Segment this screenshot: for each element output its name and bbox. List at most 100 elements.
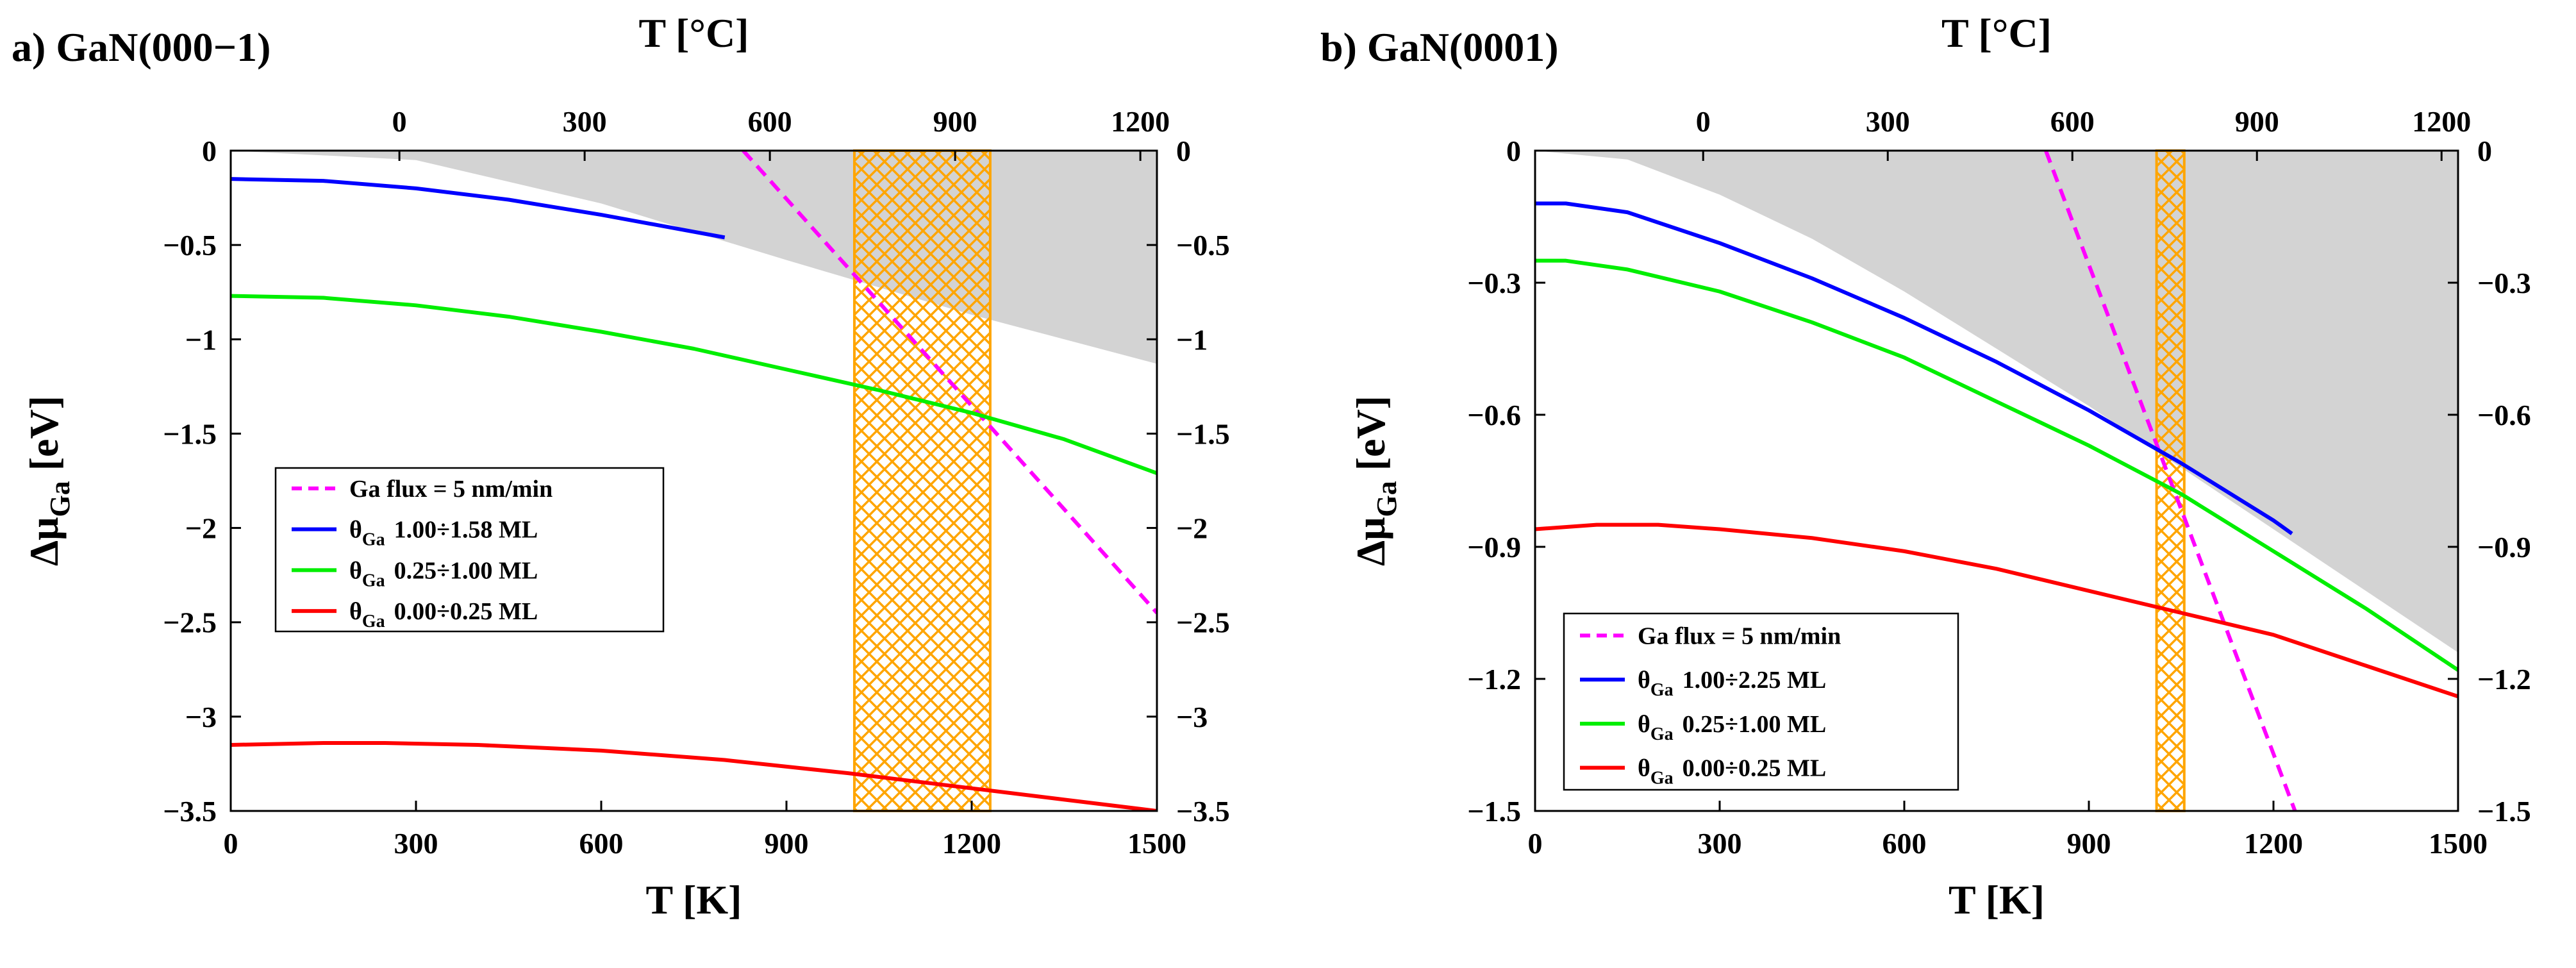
legend-range: 0.00÷0.25 ML xyxy=(394,598,538,625)
x-tick-label: 1200 xyxy=(2244,827,2303,860)
top-tick-label: 0 xyxy=(1696,105,1711,138)
x-tick-label: 1500 xyxy=(2429,827,2488,860)
x-tick-label: 300 xyxy=(1698,827,1742,860)
y-tick-label-right: −1 xyxy=(1176,323,1208,356)
legend-subscript: Ga xyxy=(1650,680,1674,700)
shaded-region xyxy=(1535,151,2458,653)
y-tick-label-left: −2 xyxy=(185,512,217,545)
x-tick-label: 0 xyxy=(1528,827,1543,860)
x-tick-label: 0 xyxy=(224,827,238,860)
y-tick-label-left: 0 xyxy=(202,135,217,167)
y-tick-label-left: −0.6 xyxy=(1467,399,1521,431)
plot-frame xyxy=(229,149,1158,812)
y-tick-label-left: −1.5 xyxy=(163,417,217,450)
legend-subscript: Ga xyxy=(1650,724,1674,744)
shaded-region xyxy=(231,151,1157,364)
legend-label: θGa 0.00÷0.25 ML xyxy=(1638,755,1826,789)
y-axis-title-main: Δμ xyxy=(21,517,67,566)
top-tick-label: 900 xyxy=(933,105,977,138)
x-tick-label: 600 xyxy=(579,827,624,860)
y-tick-label-right: −2.5 xyxy=(1176,606,1230,639)
y-axis-title-unit: [eV] xyxy=(1348,396,1393,481)
top-tick-label: 1200 xyxy=(2412,105,2471,138)
series-line-1 xyxy=(231,177,726,240)
y-axis-title-main: Δμ xyxy=(1348,517,1393,566)
legend-theta: θ xyxy=(349,557,362,584)
series-line-3 xyxy=(231,741,1157,811)
panel-label: b) GaN(0001) xyxy=(1320,24,1559,70)
y-tick-label-right: −0.9 xyxy=(2477,531,2531,563)
y-tick-label-left: −1.2 xyxy=(1467,663,1521,696)
top-tick-label: 0 xyxy=(392,105,407,138)
y-tick-label-right: −3 xyxy=(1176,701,1208,733)
y-tick-label-right: 0 xyxy=(2477,135,2492,167)
x-tick-label: 600 xyxy=(1882,827,1927,860)
legend-label: θGa 1.00÷1.58 ML xyxy=(349,517,538,550)
series-line-2 xyxy=(231,294,1157,476)
y-tick-label-right: −1.5 xyxy=(2477,795,2531,828)
y-axis-title: ΔμGa [eV] xyxy=(21,396,76,566)
legend-label: θGa 1.00÷2.25 ML xyxy=(1638,667,1826,700)
y-tick-label-left: −1 xyxy=(185,323,217,356)
x-tick-label: 900 xyxy=(2067,827,2111,860)
legend-range: 0.25÷1.00 ML xyxy=(1683,711,1827,738)
top-tick-label: 300 xyxy=(1866,105,1910,138)
series-line-3 xyxy=(1535,522,2458,699)
series-line-0 xyxy=(2043,151,2297,811)
legend-label: θGa 0.25÷1.00 ML xyxy=(349,557,538,590)
legend-range: 0.25÷1.00 ML xyxy=(394,557,538,584)
y-tick-label-right: −0.5 xyxy=(1176,229,1230,262)
legend-range: 1.00÷1.58 ML xyxy=(394,517,538,544)
legend-range: 1.00÷2.25 ML xyxy=(1683,667,1827,694)
legend-theta: θ xyxy=(1638,711,1650,738)
x-tick-label: 300 xyxy=(394,827,438,860)
y-tick-label-right: −1.5 xyxy=(1176,417,1230,450)
y-tick-label-right: −3.5 xyxy=(1176,795,1230,828)
panel-label: a) GaN(000−1) xyxy=(12,24,270,70)
legend-name: Ga flux = 5 nm/min xyxy=(1638,622,1841,649)
legend-subscript: Ga xyxy=(362,571,385,590)
y-tick-label-left: −0.5 xyxy=(163,229,217,262)
legend-theta: θ xyxy=(1638,667,1650,694)
top-tick-label: 300 xyxy=(563,105,607,138)
y-tick-label-left: −1.5 xyxy=(1467,795,1521,828)
hatched-band xyxy=(852,149,992,812)
top-tick-label: 600 xyxy=(748,105,792,138)
y-axis-title-sub: Ga xyxy=(44,481,76,517)
legend-theta: θ xyxy=(349,598,362,625)
y-tick-label-right: −0.6 xyxy=(2477,399,2531,431)
series-line-1 xyxy=(1535,201,2293,535)
legend-name: Ga flux = 5 nm/min xyxy=(349,476,553,503)
legend-label: θGa 0.25÷1.00 ML xyxy=(1638,711,1826,744)
legend-theta: θ xyxy=(1638,755,1650,782)
plot-frame xyxy=(1534,149,2459,812)
legend-box xyxy=(274,467,665,633)
x-tick-label: 900 xyxy=(765,827,809,860)
legend-subscript: Ga xyxy=(362,530,385,550)
y-tick-label-left: −2.5 xyxy=(163,606,217,639)
top-tick-label: 900 xyxy=(2235,105,2279,138)
legend-label: θGa 0.00÷0.25 ML xyxy=(349,598,538,631)
legend-subscript: Ga xyxy=(1650,769,1674,789)
y-tick-label-right: 0 xyxy=(1176,135,1191,167)
top-tick-label: 600 xyxy=(2050,105,2095,138)
y-tick-label-left: −0.9 xyxy=(1467,531,1521,563)
x-tick-label: 1500 xyxy=(1127,827,1186,860)
x-tick-label: 1200 xyxy=(942,827,1001,860)
top-tick-label: 1200 xyxy=(1111,105,1170,138)
x-axis-title: T [K] xyxy=(1949,877,2045,922)
legend-label: Ga flux = 5 nm/min xyxy=(349,476,553,503)
legend-box xyxy=(1563,612,1959,791)
y-tick-label-right: −1.2 xyxy=(2477,663,2531,696)
y-tick-label-right: −2 xyxy=(1176,512,1208,545)
top-axis-title: T [°C] xyxy=(1941,10,2052,56)
y-tick-label-left: −3 xyxy=(185,701,217,733)
y-tick-label-right: −0.3 xyxy=(2477,267,2531,299)
y-tick-label-left: −3.5 xyxy=(163,795,217,828)
y-axis-title: ΔμGa [eV] xyxy=(1348,396,1402,566)
legend-label: Ga flux = 5 nm/min xyxy=(1638,622,1841,649)
